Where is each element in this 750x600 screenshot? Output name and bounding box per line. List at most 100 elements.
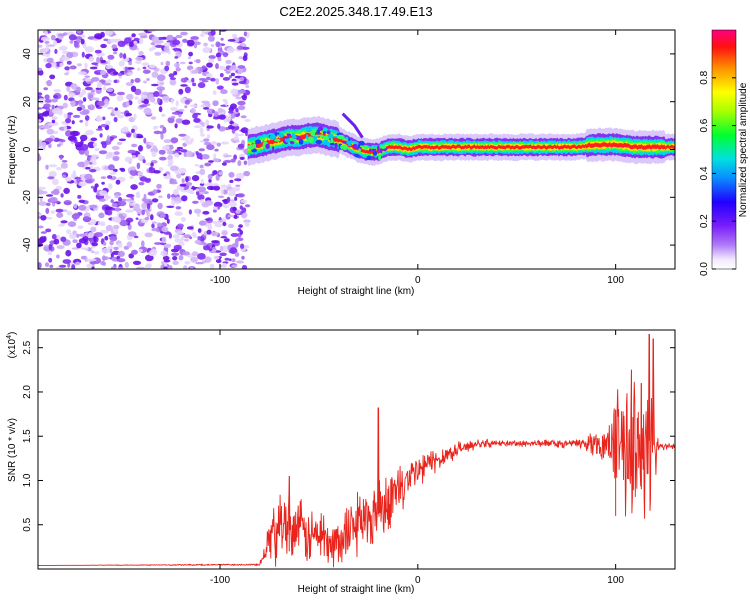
noise-speckle: [184, 140, 193, 145]
noise-speckle: [66, 86, 71, 92]
noise-speckle: [90, 185, 95, 189]
ridge-blob: [327, 133, 334, 139]
noise-speckle: [230, 72, 235, 77]
snr-x-tick-label: 100: [607, 575, 624, 586]
noise-speckle: [125, 100, 130, 107]
noise-speckle: [195, 59, 201, 64]
noise-speckle: [174, 152, 180, 158]
spectrogram-y-tick-label: -20: [22, 190, 33, 205]
noise-speckle: [223, 160, 232, 163]
noise-speckle: [230, 199, 235, 202]
noise-speckle: [157, 97, 161, 104]
noise-speckle: [126, 209, 131, 213]
noise-speckle: [197, 194, 205, 201]
ridge-blob: [358, 140, 365, 146]
noise-speckle: [50, 61, 57, 68]
noise-speckle: [101, 181, 105, 185]
noise-speckle: [235, 260, 244, 264]
ridge-blob: [282, 136, 290, 139]
noise-speckle: [185, 176, 189, 183]
noise-speckle: [175, 34, 183, 39]
noise-speckle: [220, 184, 228, 189]
noise-speckle: [104, 206, 113, 210]
noise-speckle: [205, 73, 213, 79]
noise-speckle: [107, 106, 114, 110]
noise-speckle: [222, 189, 228, 195]
noise-speckle: [162, 95, 170, 101]
colorbar: 0.0 0.2 0.4 0.6 0.8 Normalized spectral ampl…: [699, 29, 749, 276]
noise-speckle: [173, 188, 179, 196]
noise-speckle: [45, 164, 49, 170]
noise-speckle: [196, 213, 201, 217]
noise-speckle: [208, 55, 216, 60]
noise-speckle: [199, 164, 204, 169]
noise-speckle: [148, 64, 156, 69]
ridge-blob: [352, 143, 358, 149]
noise-speckle: [201, 80, 209, 83]
noise-speckle: [73, 139, 78, 144]
noise-speckle: [167, 159, 174, 165]
noise-speckle: [89, 204, 98, 209]
ridge-blob: [307, 136, 314, 142]
spectrogram-x-tick-label: 100: [607, 275, 624, 286]
noise-speckle: [169, 79, 177, 86]
noise-speckle: [67, 112, 73, 116]
noise-speckle: [227, 214, 236, 218]
noise-speckle: [215, 63, 219, 70]
noise-speckle: [61, 56, 70, 61]
noise-speckle: [190, 107, 196, 114]
noise-speckle: [133, 131, 137, 139]
spectrogram-y-tick-label: 40: [22, 48, 33, 60]
noise-speckle: [173, 244, 182, 250]
noise-speckle: [105, 209, 113, 216]
noise-speckle: [68, 92, 76, 98]
noise-speckle: [222, 77, 230, 81]
noise-speckle: [115, 179, 121, 185]
ridge-blob: [316, 129, 321, 135]
noise-speckle: [199, 183, 205, 186]
noise-speckle: [106, 88, 114, 92]
noise-speckle: [144, 217, 150, 221]
noise-speckle: [229, 247, 238, 255]
noise-speckle: [207, 35, 215, 42]
noise-speckle: [112, 155, 120, 161]
noise-speckle: [230, 158, 236, 163]
noise-speckle: [90, 226, 97, 233]
noise-speckle: [107, 59, 111, 65]
ridge-blob: [291, 133, 296, 137]
noise-speckle: [88, 56, 95, 62]
noise-speckle: [231, 123, 239, 127]
noise-speckle: [240, 127, 249, 134]
noise-speckle: [117, 200, 127, 207]
noise-speckle: [208, 222, 212, 229]
noise-speckle: [190, 36, 200, 40]
noise-speckle: [184, 105, 188, 109]
noise-speckle: [53, 89, 61, 93]
noise-speckle: [108, 164, 115, 171]
noise-speckle: [104, 98, 109, 105]
noise-speckle: [127, 149, 137, 154]
noise-speckle: [72, 170, 77, 176]
noise-speckle: [181, 119, 191, 125]
noise-speckle: [130, 166, 136, 171]
noise-speckle: [38, 92, 43, 96]
noise-speckle: [129, 169, 138, 177]
noise-speckle: [143, 98, 149, 105]
noise-speckle: [201, 154, 210, 160]
noise-speckle: [81, 144, 89, 151]
noise-speckle: [125, 217, 134, 223]
noise-speckle: [131, 249, 138, 255]
noise-speckle: [116, 114, 125, 119]
noise-speckle: [84, 159, 89, 166]
noise-speckle: [91, 178, 95, 182]
noise-speckle: [197, 228, 202, 233]
noise-speckle: [184, 261, 191, 265]
noise-speckle: [175, 50, 182, 58]
noise-speckle: [84, 173, 93, 180]
noise-speckle: [38, 225, 44, 229]
noise-speckle: [84, 75, 90, 78]
noise-speckle: [38, 44, 43, 48]
noise-speckle: [112, 168, 118, 173]
noise-speckle: [62, 174, 67, 178]
spectrogram-marks: [38, 30, 675, 269]
